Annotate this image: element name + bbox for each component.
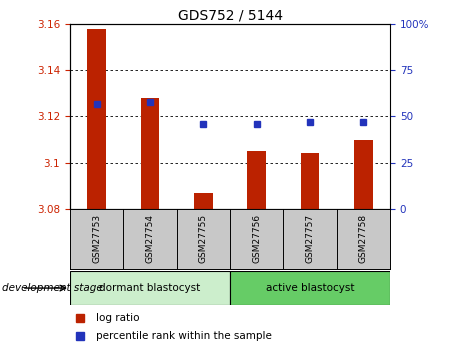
Text: percentile rank within the sample: percentile rank within the sample [96, 331, 272, 341]
Text: GSM27753: GSM27753 [92, 214, 101, 263]
Bar [354, 139, 373, 209]
Text: active blastocyst: active blastocyst [266, 283, 354, 293]
Bar [70, 271, 230, 305]
Bar [301, 154, 319, 209]
Text: GSM27754: GSM27754 [146, 214, 154, 263]
Text: GSM27755: GSM27755 [199, 214, 208, 263]
Bar [194, 193, 213, 209]
Bar [230, 271, 390, 305]
Title: GDS752 / 5144: GDS752 / 5144 [178, 9, 282, 23]
Text: dormant blastocyst: dormant blastocyst [99, 283, 201, 293]
Text: GSM27758: GSM27758 [359, 214, 368, 263]
Text: GSM27756: GSM27756 [252, 214, 261, 263]
Text: log ratio: log ratio [96, 314, 139, 323]
Text: GSM27757: GSM27757 [306, 214, 314, 263]
Bar [141, 98, 159, 209]
Bar [247, 151, 266, 209]
Bar [87, 29, 106, 209]
Text: development stage: development stage [2, 283, 103, 293]
